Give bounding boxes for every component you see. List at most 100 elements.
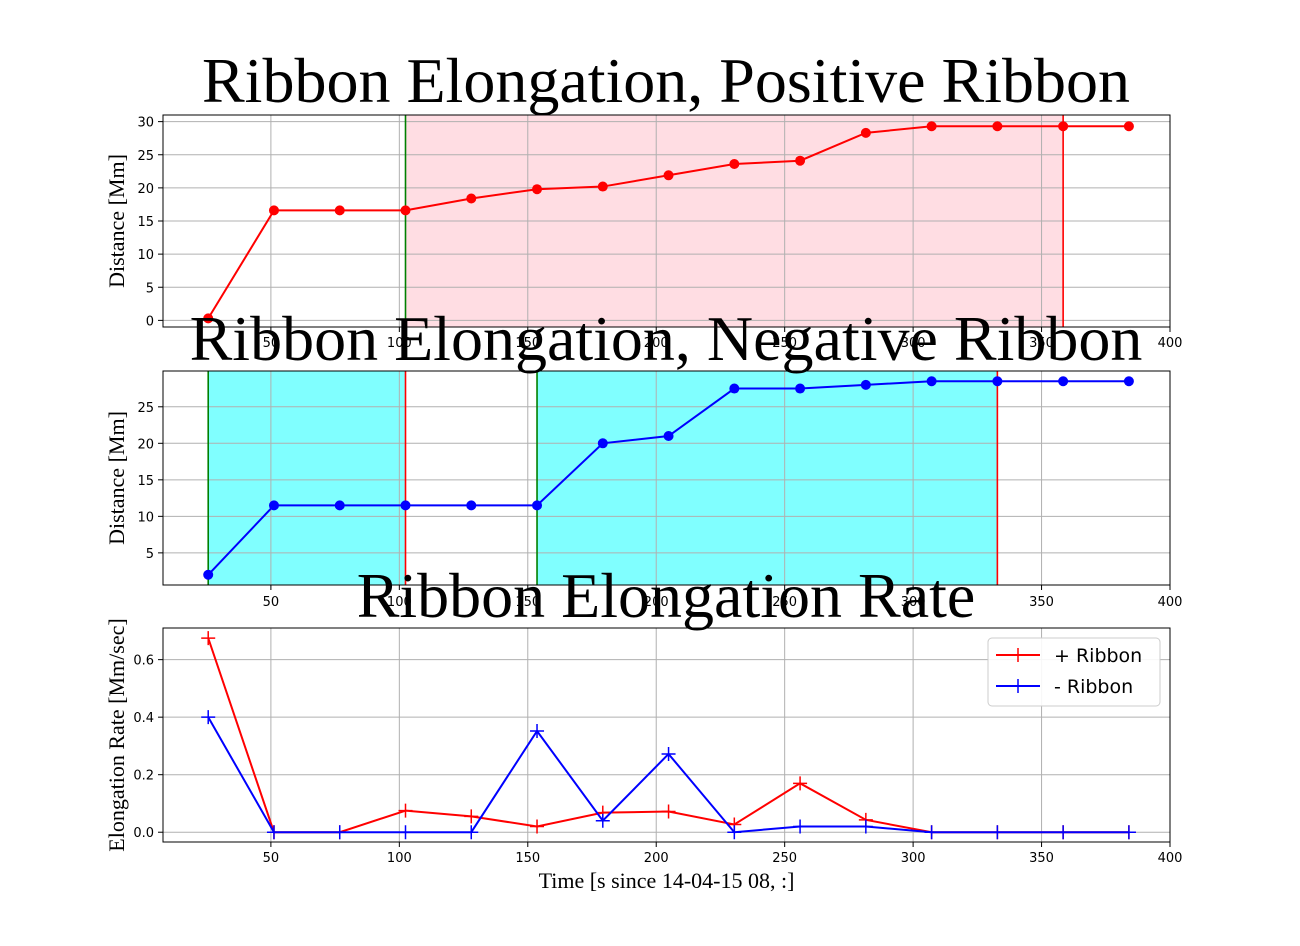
x-tick-label: 250 [772,851,797,866]
y-tick-label: 15 [137,215,154,230]
y-tick-label: 10 [137,248,154,263]
data-point [532,500,543,511]
x-tick-label: 150 [515,595,540,610]
x-tick-label: 300 [901,595,926,610]
positive-ribbon-panel: 50 100 150 200 250 300 350 400 0 5 10 15 20 25 30 Dista… [104,45,1182,351]
data-point [332,825,347,840]
legend-label: - Ribbon [1054,676,1133,698]
x-axis-label: Time [s since 14-04-15 08, :] [539,868,795,893]
y-tick-label: 0.4 [133,711,154,726]
x-tick-label: 50 [263,851,280,866]
data-point [268,500,279,511]
y-tick-label: 5 [146,281,154,296]
y-axis-label: Distance [Mm] [104,154,129,288]
negative-ribbon-panel: 50 100 150 200 250 300 350 400 5 10 15 20 25 Distance… [104,303,1182,610]
y-tick-label: 0.6 [133,654,154,669]
data-point [400,205,411,216]
data-point [266,825,281,840]
data-point [398,803,413,818]
y-tick-label: 20 [137,437,154,452]
x-tick-label: 100 [387,851,412,866]
data-point [400,500,411,511]
x-tick-label: 350 [1029,336,1054,351]
x-tick-label: 250 [772,595,797,610]
data-point [466,500,477,511]
data-point [464,825,479,840]
x-tick-label: 100 [387,336,412,351]
data-point [334,205,345,216]
data-point [1058,121,1069,132]
axes-frame [162,627,1171,843]
x-tick-label: 300 [901,336,926,351]
data-point [203,313,214,324]
y-tick-label: 25 [137,149,154,164]
data-point [595,813,610,828]
data-point [729,159,740,170]
x-tick-label: 150 [515,851,540,866]
legend-marker [1011,648,1025,662]
data-point [992,376,1003,387]
data-point [924,825,939,840]
y-tick-label: 0 [146,314,154,329]
data-point [793,776,808,791]
y-tick-label: 20 [137,182,154,197]
data-point [990,825,1005,840]
data-point [201,631,216,646]
x-tick-label: 150 [515,336,540,351]
data-point [729,383,740,394]
x-tick-label: 400 [1158,336,1183,351]
y-tick-label: 5 [146,547,154,562]
chart-title: Ribbon Elongation Rate [357,560,976,631]
data-point [860,379,871,390]
chart-title: Ribbon Elongation, Negative Ribbon [190,303,1143,374]
y-tick-label: 10 [137,510,154,525]
legend: + Ribbon - Ribbon [987,637,1161,707]
data-point [795,155,806,166]
data-point [793,819,808,834]
data-point [795,383,806,394]
data-point [1058,376,1069,387]
x-tick-label: 100 [387,595,412,610]
x-tick-label: 50 [263,595,280,610]
data-point [1123,376,1134,387]
data-point [1056,825,1071,840]
y-tick-label: 15 [137,474,154,489]
x-tick-label: 350 [1029,851,1054,866]
axes-frame [162,370,1171,586]
y-tick-label: 0.0 [133,826,154,841]
x-tick-label: 200 [644,336,669,351]
data-point [398,825,413,840]
y-tick-label: 0.2 [133,769,154,784]
data-point [530,723,545,738]
data-point [858,819,873,834]
x-tick-label: 250 [772,336,797,351]
x-tick-label: 200 [644,851,669,866]
data-point [727,825,742,840]
data-point [203,569,214,580]
y-tick-label: 25 [137,401,154,416]
data-point [992,121,1003,132]
y-axis-label: Elongation Rate [Mm/sec] [104,618,129,851]
data-point [530,819,545,834]
y-tick-label: 30 [137,116,154,131]
chart-title: Ribbon Elongation, Positive Ribbon [202,45,1130,116]
data-point [926,121,937,132]
data-point [597,181,608,192]
data-point [661,746,676,761]
data-point [201,710,216,725]
data-point [466,193,477,204]
y-axis-label: Distance [Mm] [104,411,129,545]
elongation-rate-panel: 50 100 150 200 250 300 350 400 0.0 0.2 0.4 0.6 Elong… [104,560,1182,893]
legend-label: + Ribbon [1054,645,1142,667]
data-point [663,431,674,442]
data-point [663,170,674,181]
data-point [334,500,345,511]
data-point [1121,825,1136,840]
x-tick-label: 350 [1029,595,1054,610]
data-point [597,438,608,449]
x-tick-label: 200 [644,595,669,610]
data-point [268,205,279,216]
data-point [464,809,479,824]
data-point [860,127,871,138]
